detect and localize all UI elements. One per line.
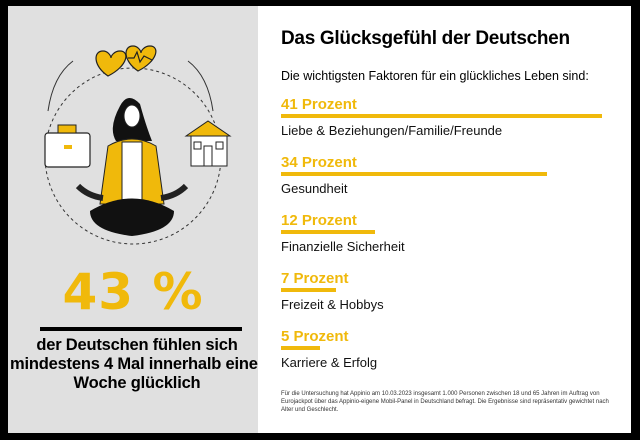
intro-text: Die wichtigsten Faktoren für ein glückli… [281, 69, 589, 83]
headline-value: 43 % [62, 263, 204, 321]
house-icon [184, 120, 232, 167]
heart-icon [95, 45, 157, 77]
divider [40, 327, 242, 331]
bar [281, 114, 603, 118]
value-label: 34 Prozent [281, 154, 357, 171]
bar [281, 346, 321, 350]
category-label: Gesundheit [281, 181, 348, 196]
right-panel: Das Glücksgefühl der Deutschen Die wicht… [258, 6, 631, 433]
left-panel: 43 % der Deutschen fühlen sich mindesten… [8, 6, 264, 433]
chart-title: Das Glücksgefühl der Deutschen [281, 28, 570, 49]
value-label: 12 Prozent [281, 212, 357, 229]
bar [281, 288, 336, 292]
value-label: 5 Prozent [281, 328, 349, 345]
bar [281, 230, 375, 234]
category-label: Freizeit & Hobbys [281, 297, 384, 312]
value-label: 41 Prozent [281, 96, 357, 113]
category-label: Liebe & Beziehungen/Familie/Freunde [281, 123, 503, 138]
footnote: Für die Untersuchung hat Appinio am 10.0… [281, 391, 609, 413]
category-label: Finanzielle Sicherheit [281, 239, 405, 254]
bar [281, 172, 548, 176]
headline-text: der Deutschen fühlen sich mindestens 4 M… [9, 336, 264, 392]
category-label: Karriere & Erfolg [281, 355, 378, 370]
meditation-illustration [44, 45, 232, 245]
person-icon [75, 97, 189, 236]
value-label: 7 Prozent [281, 270, 349, 287]
briefcase-icon [44, 124, 91, 168]
